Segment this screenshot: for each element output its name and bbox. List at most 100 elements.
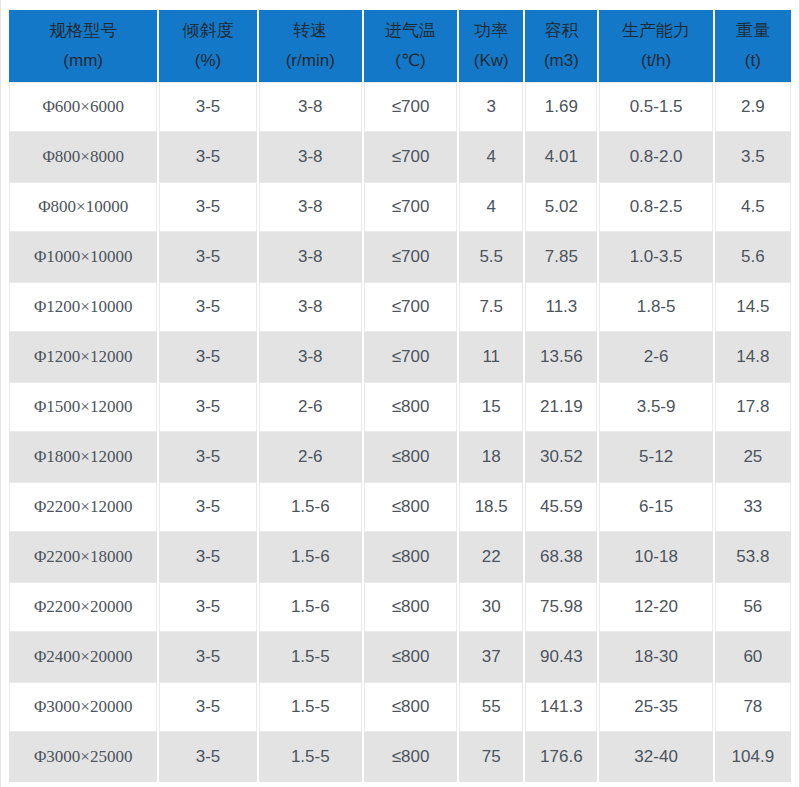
table-cell: 141.3 [525, 682, 597, 732]
table-cell: 176.6 [525, 732, 597, 782]
table-cell: 1.5-6 [259, 482, 362, 532]
table-cell: 18.5 [459, 482, 523, 532]
page-container: 规格型号(mm)倾斜度(%)转速(r/min)进气温(℃)功率(Kw)容积(m3… [1, 0, 799, 782]
model-cell: Φ3000×25000 [9, 732, 157, 782]
table-cell: 68.38 [525, 532, 597, 582]
table-cell: 4 [459, 132, 523, 182]
table-cell: 30 [459, 582, 523, 632]
table-row: Φ800×80003-53-8≤70044.010.8-2.03.5 [9, 132, 791, 182]
table-cell: 4.01 [525, 132, 597, 182]
table-cell: 1.0-3.5 [599, 232, 712, 282]
table-cell: ≤700 [364, 332, 457, 382]
table-cell: 25-35 [599, 682, 712, 732]
table-row: Φ2400×200003-51.5-5≤8003790.4318-3060 [9, 632, 791, 682]
table-cell: ≤800 [364, 432, 457, 482]
column-header-4: 功率(Kw) [459, 10, 523, 82]
table-cell: 22 [459, 532, 523, 582]
table-cell: 1.8-5 [599, 282, 712, 332]
spec-table-body: Φ600×60003-53-8≤70031.690.5-1.52.9Φ800×8… [9, 82, 791, 782]
column-unit: (t) [715, 46, 791, 76]
table-cell: 4 [459, 182, 523, 232]
spec-table-header: 规格型号(mm)倾斜度(%)转速(r/min)进气温(℃)功率(Kw)容积(m3… [9, 10, 791, 82]
column-label: 功率 [459, 16, 523, 46]
table-cell: 1.5-5 [259, 632, 362, 682]
table-cell: 15 [459, 382, 523, 432]
table-row: Φ1000×100003-53-8≤7005.57.851.0-3.55.6 [9, 232, 791, 282]
table-cell: 5.6 [715, 232, 791, 282]
table-cell: 60 [715, 632, 791, 682]
table-cell: 17.8 [715, 382, 791, 432]
table-cell: 0.8-2.0 [599, 132, 712, 182]
column-unit: (m3) [525, 46, 597, 76]
table-cell: 5.02 [525, 182, 597, 232]
table-cell: ≤800 [364, 582, 457, 632]
table-cell: ≤700 [364, 182, 457, 232]
column-unit: (r/min) [259, 46, 362, 76]
table-cell: 75.98 [525, 582, 597, 632]
table-cell: 18-30 [599, 632, 712, 682]
table-cell: 75 [459, 732, 523, 782]
model-cell: Φ2200×12000 [9, 482, 157, 532]
column-header-7: 重量(t) [715, 10, 791, 82]
table-cell: ≤800 [364, 732, 457, 782]
table-cell: 3-5 [159, 82, 256, 132]
table-cell: 3 [459, 82, 523, 132]
table-cell: 18 [459, 432, 523, 482]
table-cell: 53.8 [715, 532, 791, 582]
table-cell: 3-5 [159, 382, 256, 432]
table-cell: 45.59 [525, 482, 597, 532]
table-cell: 104.9 [715, 732, 791, 782]
table-cell: 14.5 [715, 282, 791, 332]
table-cell: 56 [715, 582, 791, 632]
table-cell: 3-5 [159, 132, 256, 182]
column-label: 容积 [525, 16, 597, 46]
table-cell: 33 [715, 482, 791, 532]
table-row: Φ1200×100003-53-8≤7007.511.31.8-514.5 [9, 282, 791, 332]
table-cell: 2-6 [599, 332, 712, 382]
column-label: 进气温 [364, 16, 457, 46]
table-cell: 13.56 [525, 332, 597, 382]
table-cell: 1.69 [525, 82, 597, 132]
column-unit: (%) [159, 46, 256, 76]
column-header-5: 容积(m3) [525, 10, 597, 82]
table-cell: 2-6 [259, 432, 362, 482]
table-cell: 3-8 [259, 82, 362, 132]
table-cell: 0.5-1.5 [599, 82, 712, 132]
table-cell: 3-5 [159, 632, 256, 682]
table-cell: 32-40 [599, 732, 712, 782]
table-row: Φ1800×120003-52-6≤8001830.525-1225 [9, 432, 791, 482]
table-row: Φ2200×180003-51.5-6≤8002268.3810-1853.8 [9, 532, 791, 582]
model-cell: Φ1500×12000 [9, 382, 157, 432]
column-label: 重量 [715, 16, 791, 46]
column-header-6: 生产能力(t/h) [599, 10, 712, 82]
table-cell: 7.5 [459, 282, 523, 332]
table-cell: ≤800 [364, 482, 457, 532]
table-cell: ≤700 [364, 132, 457, 182]
table-cell: 3-8 [259, 232, 362, 282]
table-cell: 3-8 [259, 132, 362, 182]
column-header-1: 倾斜度(%) [159, 10, 256, 82]
table-row: Φ2200×200003-51.5-6≤8003075.9812-2056 [9, 582, 791, 632]
table-cell: 6-15 [599, 482, 712, 532]
model-cell: Φ1200×12000 [9, 332, 157, 382]
table-cell: 3-8 [259, 282, 362, 332]
column-label: 转速 [259, 16, 362, 46]
table-cell: ≤800 [364, 382, 457, 432]
column-label: 生产能力 [599, 16, 712, 46]
table-cell: ≤800 [364, 682, 457, 732]
table-cell: 12-20 [599, 582, 712, 632]
table-cell: 55 [459, 682, 523, 732]
table-cell: 2.9 [715, 82, 791, 132]
table-cell: 3-5 [159, 582, 256, 632]
table-cell: 3-5 [159, 432, 256, 482]
table-cell: 10-18 [599, 532, 712, 582]
column-header-0: 规格型号(mm) [9, 10, 157, 82]
model-cell: Φ600×6000 [9, 82, 157, 132]
table-row: Φ3000×250003-51.5-5≤80075176.632-40104.9 [9, 732, 791, 782]
column-label: 规格型号 [9, 16, 157, 46]
model-cell: Φ2200×20000 [9, 582, 157, 632]
table-cell: 3-5 [159, 232, 256, 282]
column-unit: (Kw) [459, 46, 523, 76]
table-row: Φ800×100003-53-8≤70045.020.8-2.54.5 [9, 182, 791, 232]
table-cell: 7.85 [525, 232, 597, 282]
